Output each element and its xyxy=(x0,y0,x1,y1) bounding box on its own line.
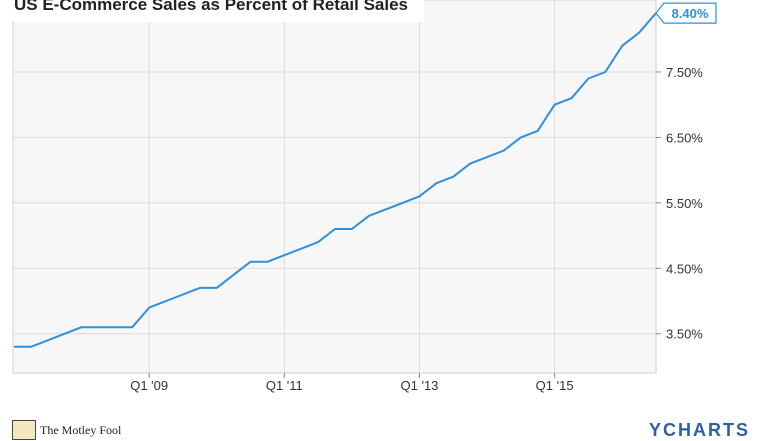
y-tick-label: 4.50% xyxy=(666,261,703,276)
y-tick-label: 5.50% xyxy=(666,196,703,211)
end-value-label: 8.40% xyxy=(672,6,709,21)
end-value-box xyxy=(655,2,717,24)
x-tick-label: Q1 '15 xyxy=(536,378,574,393)
ycharts-logo: YCHARTS xyxy=(648,420,750,440)
gridlines xyxy=(13,0,656,373)
x-axis: Q1 '09 Q1 '11 Q1 '13 Q1 '15 xyxy=(130,373,574,393)
series-line xyxy=(14,12,657,348)
x-tick-label: Q1 '13 xyxy=(401,378,439,393)
end-value-callout: 8.40% xyxy=(655,2,717,24)
y-tick-label: 3.50% xyxy=(666,327,703,342)
jester-hat-icon xyxy=(12,420,36,440)
plot-area xyxy=(12,0,657,374)
y-tick-label: 6.50% xyxy=(666,130,703,145)
x-tick-label: Q1 '11 xyxy=(266,378,303,393)
brand-left-text: The Motley Fool xyxy=(40,422,122,437)
y-axis: 3.50% 4.50% 5.50% 6.50% 7.50% xyxy=(656,65,703,342)
y-tick-label: 7.50% xyxy=(666,65,703,80)
line-chart: Q1 '09 Q1 '11 Q1 '13 Q1 '15 3.50% 4.50% 5.50%… xyxy=(12,0,717,393)
series-layer xyxy=(14,12,657,348)
chart-title: US E-Commerce Sales as Percent of Retail… xyxy=(0,0,425,22)
motley-fool-logo: The Motley Fool xyxy=(12,420,121,440)
x-tick-label: Q1 '09 xyxy=(130,378,168,393)
